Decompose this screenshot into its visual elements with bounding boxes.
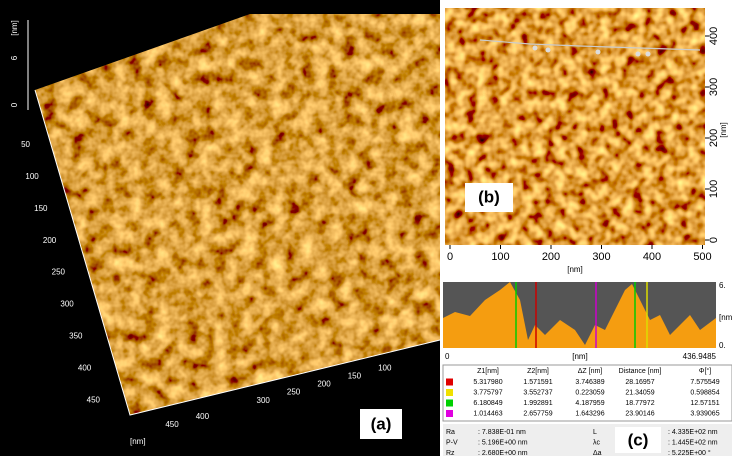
unit-label: [nm] [130,437,146,446]
x-tick-label: 200 [542,251,560,263]
x-tick-label: 500 [693,251,711,263]
x-tick-label: 100 [491,251,509,263]
tick-label: 200 [43,236,57,245]
tick-label: 300 [257,396,271,405]
table-header: Z2[nm] [527,368,549,375]
tick-label: 150 [348,372,362,381]
tick-label: 450 [87,395,101,404]
panel-label: (a) [371,414,392,433]
profile-y-unit: [nm] [719,313,732,322]
table-cell: 28.16957 [625,379,654,386]
z-tick: 6 [10,55,19,60]
table-header: Distance [nm] [619,368,662,375]
y-tick-label: 200 [708,129,720,147]
profile-y-top: 6. [719,281,726,290]
tick-label: 50 [21,140,30,149]
table-cell: 4.187959 [575,400,604,407]
table-cell: 21.34059 [625,389,654,396]
tick-label: 200 [317,380,331,389]
tick-label: 150 [34,204,48,213]
table-cell: 1.571591 [523,379,552,386]
x-tick-label: 300 [592,251,610,263]
profile-x-start: 0 [445,352,450,361]
z-tick: 0 [10,102,19,107]
table-cell: 0.598854 [690,389,719,396]
stat-name: P-V [446,439,458,446]
y-tick-label: 100 [708,180,720,198]
table-cell: 23.90146 [625,410,654,417]
tick-label: 350 [69,332,83,341]
row-color [446,410,453,417]
y-tick-label: 0 [708,237,720,243]
stat-name: L [593,429,597,436]
stat-name: Ra [446,429,455,436]
table-cell: 18.77972 [625,400,654,407]
y-tick-label: 300 [708,78,720,96]
z-unit: [nm] [10,20,19,36]
tick-label: 400 [78,363,92,372]
x-unit: [nm] [567,265,583,274]
stat-value: : 2.680E+00 nm [478,450,528,456]
stat-value: : 4.335E+02 nm [668,429,718,436]
table-cell: 3.552737 [523,389,552,396]
tick-label: 100 [378,363,392,372]
table-cell: 3.746389 [575,379,604,386]
table-cell: 12.57151 [690,400,719,407]
panel-label: (c) [628,430,649,449]
x-tick-label: 0 [447,251,453,263]
y-tick-label: 400 [708,27,720,45]
row-color [446,400,453,407]
tick-label: 300 [60,300,74,309]
panel-label: (b) [478,187,500,206]
table-cell: 6.180849 [473,400,502,407]
tick-label: 400 [196,412,210,421]
table-header: Z1[nm] [477,368,499,375]
table-cell: 1.014463 [473,410,502,417]
tick-label: 100 [25,172,39,181]
tick-label: 250 [52,268,66,277]
table-cell: 2.657759 [523,410,552,417]
table-cell: 1.992891 [523,400,552,407]
table-cell: 5.317980 [473,379,502,386]
table-header: ΔZ [nm] [578,368,603,375]
table-header: Φ[°] [699,367,711,375]
table-cell: 7.575549 [690,379,719,386]
stat-name: Δa [593,450,602,456]
tick-label: 250 [287,388,301,397]
row-color [446,389,453,396]
tick-label: 450 [165,420,179,429]
figure: [nm] 6 0 50 100 150 200 250 300 350 400 450 450 40… [0,0,732,456]
stat-value: : 1.445E+02 nm [668,439,718,446]
table-cell: 3.775797 [473,389,502,396]
stat-value: : 5.196E+00 nm [478,439,528,446]
stat-name: Rz [446,450,455,456]
table-cell: 1.643296 [575,410,604,417]
row-color [446,379,453,386]
y-unit: [nm] [719,122,728,138]
x-tick-label: 400 [643,251,661,263]
table-cell: 0.223059 [575,389,604,396]
table-cell: 3.939065 [690,410,719,417]
profile-y-bottom: 0. [719,341,726,350]
profile-x-unit: [nm] [572,352,588,361]
stat-value: : 5.225E+00 ° [668,449,711,456]
profile-x-end: 436.9485 [683,352,717,361]
stat-name: λc [593,439,601,446]
stat-value: : 7.838E-01 nm [478,429,526,436]
